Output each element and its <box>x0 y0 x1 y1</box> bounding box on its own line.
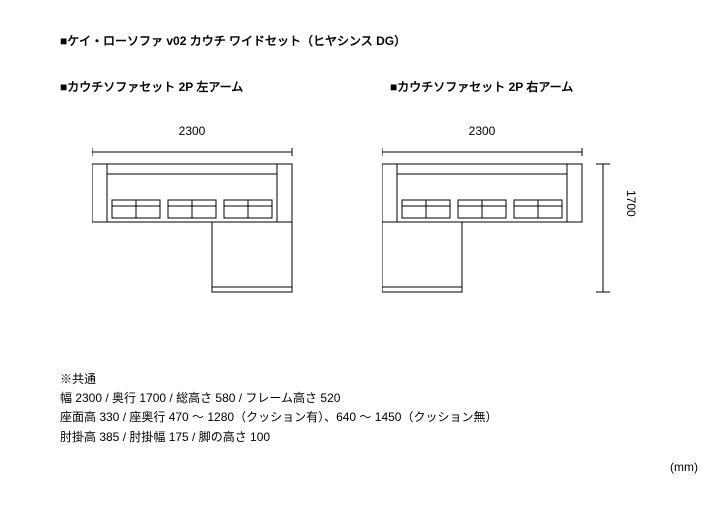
spec-line-3: 肘掛高 385 / 肘掛幅 175 / 脚の高さ 100 <box>60 428 497 447</box>
right-config-label: ■カウチソファセット 2P 右アーム <box>390 78 573 95</box>
unit-label: (mm) <box>670 460 698 474</box>
spec-line-1: 幅 2300 / 奥行 1700 / 総高さ 580 / フレーム高さ 520 <box>60 389 497 408</box>
spec-block: ※共通 幅 2300 / 奥行 1700 / 総高さ 580 / フレーム高さ … <box>60 370 497 447</box>
left-config-label: ■カウチソファセット 2P 左アーム <box>60 78 243 95</box>
spec-header: ※共通 <box>60 370 497 389</box>
left-sofa-diagram <box>92 142 302 302</box>
width-dimension-left: 2300 <box>92 124 292 138</box>
right-sofa-diagram <box>382 142 632 302</box>
spec-line-2: 座面高 330 / 座奥行 470 ～ 1280（クッション有）、640 ～ 1… <box>60 408 497 427</box>
page-title: ■ケイ・ローソファ v02 カウチ ワイドセット（ヒヤシンス DG） <box>60 32 406 49</box>
width-dimension-right: 2300 <box>382 124 582 138</box>
